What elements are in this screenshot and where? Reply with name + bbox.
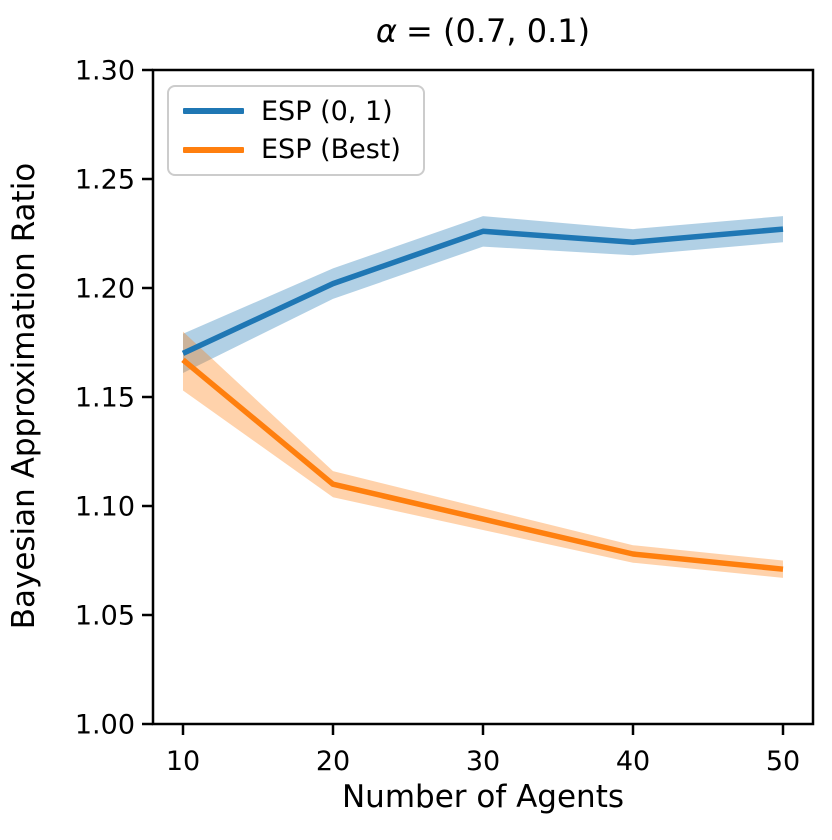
series-lines [181,226,784,572]
x-axis-label: Number of Agents [341,779,625,815]
series-band-1 [183,331,783,578]
series-line-0 [181,226,784,356]
legend-entry-label-1: ESP (Best) [261,134,401,166]
x-tick-label: 20 [316,746,350,777]
y-tick-label: 1.30 [75,56,135,87]
title-value: = (0.7, 0.1) [406,12,591,50]
y-tick-label: 1.15 [75,383,135,414]
y-tick-label: 1.20 [75,274,135,305]
legend-line-sample-0 [183,108,244,115]
title-alpha-symbol: α [375,12,397,50]
legend-entry-1: ESP (Best) [183,136,409,163]
y-tick-label: 1.00 [75,710,135,741]
legend: ESP (0, 1) ESP (Best) [167,85,425,176]
legend-entry-0: ESP (0, 1) [183,98,409,125]
axis-ticks: 10 20 30 40 50 1.00 1.05 1.10 1.15 1.20 1.25 1.30 [75,56,800,778]
y-axis-label: Bayesian Approximation Ratio [6,162,42,630]
series-line-1 [181,357,784,572]
y-tick-label: 1.10 [75,492,135,523]
x-tick-label: 50 [766,746,800,777]
confidence-bands [183,216,783,578]
x-tick-label: 10 [166,746,200,777]
x-tick-label: 40 [616,746,650,777]
x-tick-label: 30 [466,746,500,777]
legend-entry-label-0: ESP (0, 1) [261,95,393,127]
y-tick-label: 1.05 [75,601,135,632]
legend-line-sample-1 [183,146,244,153]
y-tick-label: 1.25 [75,165,135,196]
chart-title: α = (0.7, 0.1) [153,12,813,50]
